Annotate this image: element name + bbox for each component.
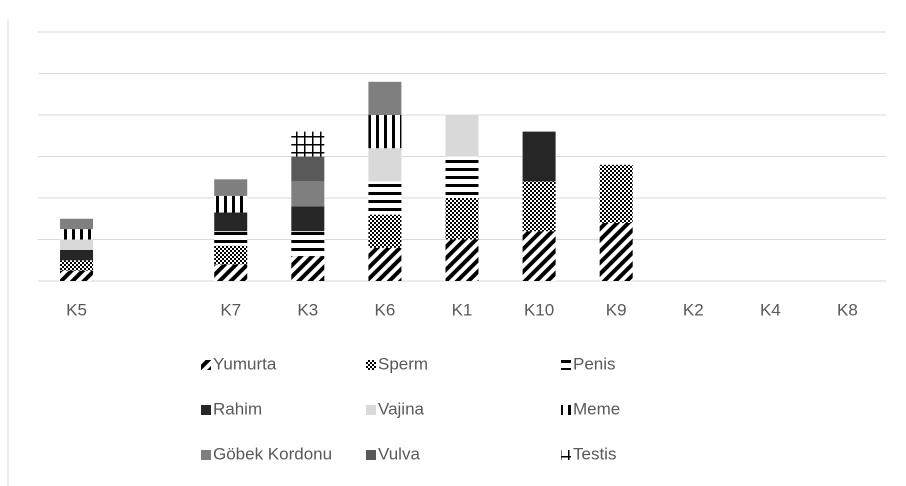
bar-segment	[445, 198, 479, 240]
bar-segment	[214, 264, 248, 281]
bar-segment	[214, 245, 248, 265]
x-tick-label: K3	[297, 300, 318, 319]
x-tick-label: K1	[452, 300, 473, 319]
bar-segment	[445, 115, 479, 157]
legend-swatch	[561, 450, 571, 460]
legend-swatch	[366, 450, 376, 460]
legend-label: Rahim	[213, 399, 262, 418]
legend-swatch	[366, 360, 376, 370]
x-tick-label: K2	[683, 300, 704, 319]
bar-segment	[291, 256, 325, 281]
legend-label: Vulva	[378, 444, 420, 463]
bar-segment	[214, 212, 248, 232]
bar-segment	[599, 222, 633, 281]
bar-segment	[60, 218, 94, 230]
bar-segment	[368, 115, 402, 149]
bar-segment	[522, 231, 556, 281]
bar-segment	[60, 239, 94, 250]
legend-label: Testis	[573, 444, 616, 463]
legend-label: Vajina	[378, 399, 425, 418]
bar-segment	[522, 181, 556, 232]
x-tick-label: K7	[220, 300, 241, 319]
legend-swatch	[201, 360, 211, 370]
legend-swatch	[201, 405, 211, 415]
bar-segment	[368, 214, 402, 248]
bar-segment	[291, 231, 325, 257]
x-tick-label: K4	[760, 300, 781, 319]
bar-segment	[522, 131, 556, 182]
x-tick-label: K6	[375, 300, 396, 319]
legend-label: Yumurta	[213, 354, 277, 373]
x-tick-label: K10	[524, 300, 554, 319]
legend-label: Penis	[573, 354, 616, 373]
x-tick-label: K5	[66, 300, 87, 319]
bar-segment	[291, 131, 325, 157]
bar-segment	[368, 247, 402, 281]
bar-segment	[291, 181, 325, 207]
x-tick-label: K8	[837, 300, 858, 319]
bar-segment	[60, 249, 94, 261]
legend-swatch	[366, 405, 376, 415]
bar-segment	[445, 239, 479, 281]
bar-segment	[60, 260, 94, 271]
legend-swatch	[201, 450, 211, 460]
legend-label: Meme	[573, 399, 620, 418]
legend-label: Sperm	[378, 354, 428, 373]
legend-swatch	[561, 405, 571, 415]
bar-segment	[291, 206, 325, 232]
bar-segment	[60, 270, 94, 281]
legend-label: Göbek Kordonu	[213, 444, 332, 463]
bar-segment	[599, 164, 633, 223]
bar-segment	[60, 229, 94, 240]
bar-segment	[445, 156, 479, 198]
bar-segment	[214, 179, 248, 196]
x-tick-label: K9	[606, 300, 627, 319]
bar-segment	[214, 231, 248, 246]
bar-segment	[291, 156, 325, 182]
bar-segment	[214, 195, 248, 213]
bar-segment	[368, 81, 402, 115]
legend-swatch	[561, 360, 571, 370]
bar-segment	[368, 181, 402, 215]
bar-segment	[368, 148, 402, 182]
